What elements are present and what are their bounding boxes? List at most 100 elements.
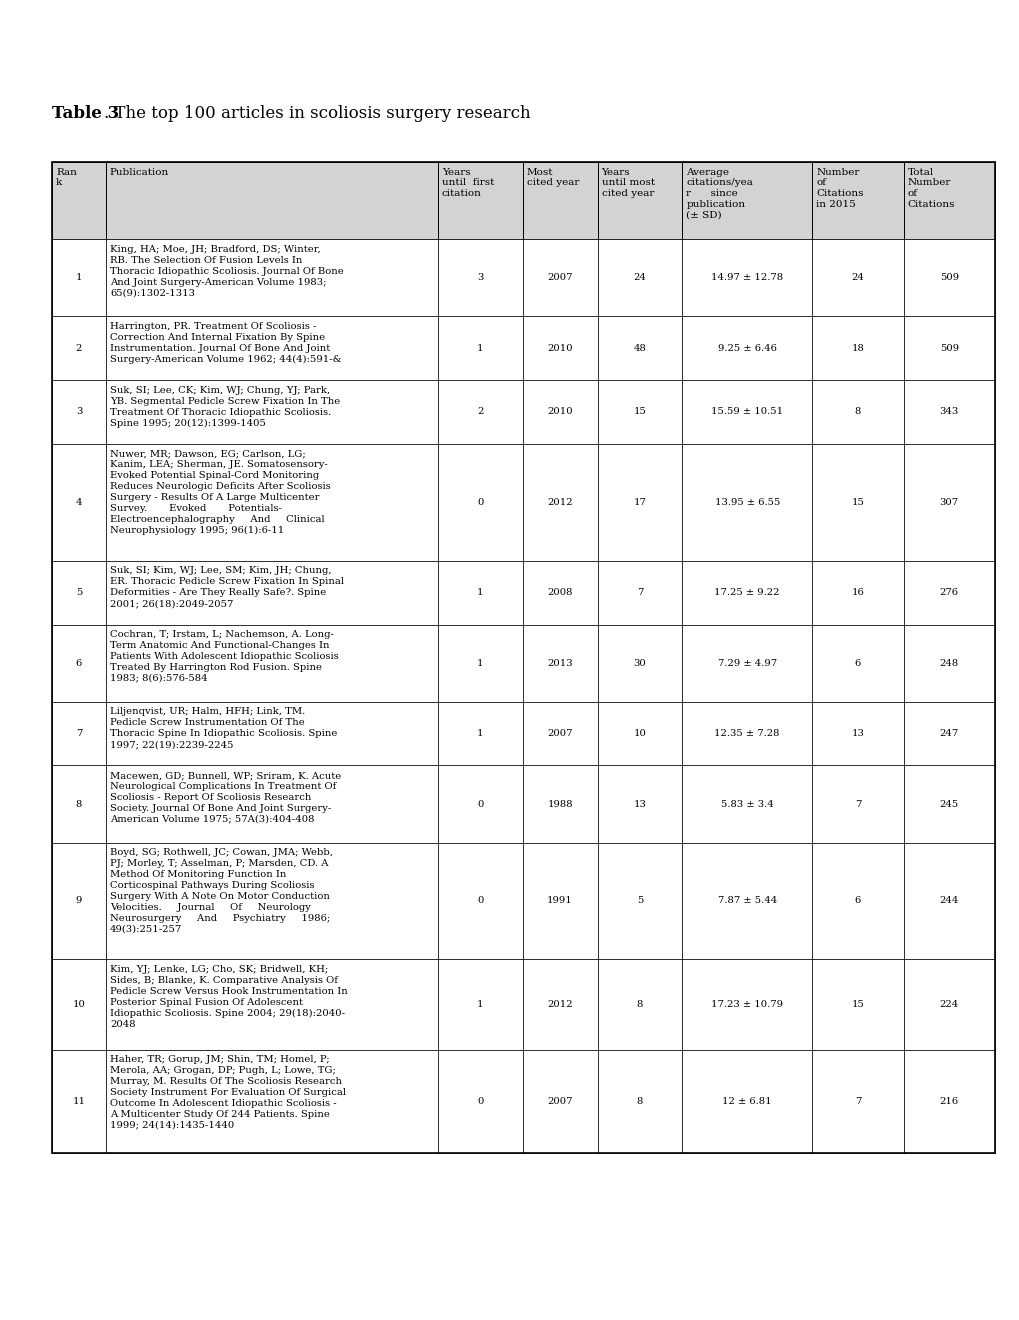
Text: 5.83 ± 3.4: 5.83 ± 3.4: [720, 800, 772, 809]
Text: 3: 3: [75, 408, 83, 417]
Bar: [437, 380, 522, 444]
Text: 307: 307: [938, 498, 958, 507]
Text: 18: 18: [851, 343, 863, 352]
Text: Cochran, T; Irstam, L; Nachemson, A. Long-
Term Anatomic And Functional-Changes : Cochran, T; Irstam, L; Nachemson, A. Lon…: [110, 630, 338, 682]
Bar: [522, 444, 597, 561]
Bar: [106, 842, 437, 960]
Text: Years
until  first
citation: Years until first citation: [441, 168, 494, 198]
Bar: [811, 702, 903, 766]
Text: 15: 15: [851, 999, 863, 1008]
Bar: [522, 162, 597, 239]
Bar: [522, 561, 597, 624]
Bar: [52, 162, 994, 1152]
Text: 10: 10: [72, 999, 86, 1008]
Text: 9: 9: [75, 896, 83, 906]
Text: 8: 8: [636, 1097, 643, 1106]
Bar: [597, 444, 682, 561]
Bar: [437, 766, 522, 842]
Bar: [437, 561, 522, 624]
Text: 509: 509: [938, 343, 958, 352]
Text: 7: 7: [75, 729, 83, 738]
Text: 6: 6: [75, 659, 82, 668]
Text: 1: 1: [75, 273, 83, 282]
Text: . The top 100 articles in scoliosis surgery research: . The top 100 articles in scoliosis surg…: [104, 106, 530, 121]
Text: 24: 24: [851, 273, 863, 282]
Text: 276: 276: [938, 587, 958, 597]
Bar: [903, 561, 994, 624]
Bar: [903, 766, 994, 842]
Text: 245: 245: [938, 800, 958, 809]
Bar: [522, 960, 597, 1049]
Text: 10: 10: [633, 729, 646, 738]
Bar: [437, 239, 522, 317]
Text: 14.97 ± 12.78: 14.97 ± 12.78: [710, 273, 783, 282]
Text: 9.25 ± 6.46: 9.25 ± 6.46: [717, 343, 775, 352]
Bar: [52, 561, 106, 624]
Text: 248: 248: [938, 659, 958, 668]
Text: Suk, SI; Kim, WJ; Lee, SM; Kim, JH; Chung,
ER. Thoracic Pedicle Screw Fixation I: Suk, SI; Kim, WJ; Lee, SM; Kim, JH; Chun…: [110, 566, 343, 609]
Text: 2007: 2007: [547, 729, 573, 738]
Text: 1991: 1991: [546, 896, 573, 906]
Bar: [597, 561, 682, 624]
Text: 12.35 ± 7.28: 12.35 ± 7.28: [713, 729, 780, 738]
Text: 224: 224: [938, 999, 958, 1008]
Text: 15: 15: [633, 408, 646, 417]
Text: Average
citations/yea
r      since
publication
(± SD): Average citations/yea r since publicatio…: [686, 168, 752, 219]
Bar: [811, 842, 903, 960]
Bar: [597, 239, 682, 317]
Bar: [597, 624, 682, 702]
Bar: [52, 624, 106, 702]
Bar: [597, 1049, 682, 1152]
Bar: [811, 561, 903, 624]
Text: 216: 216: [938, 1097, 958, 1106]
Text: King, HA; Moe, JH; Bradford, DS; Winter,
RB. The Selection Of Fusion Levels In
T: King, HA; Moe, JH; Bradford, DS; Winter,…: [110, 244, 343, 297]
Text: Haher, TR; Gorup, JM; Shin, TM; Homel, P;
Merola, AA; Grogan, DP; Pugh, L; Lowe,: Haher, TR; Gorup, JM; Shin, TM; Homel, P…: [110, 1055, 345, 1130]
Text: Boyd, SG; Rothwell, JC; Cowan, JMA; Webb,
PJ; Morley, T; Asselman, P; Marsden, C: Boyd, SG; Rothwell, JC; Cowan, JMA; Webb…: [110, 849, 332, 933]
Bar: [903, 624, 994, 702]
Bar: [903, 702, 994, 766]
Text: Number
of
Citations
in 2015: Number of Citations in 2015: [815, 168, 863, 209]
Bar: [682, 842, 811, 960]
Bar: [106, 162, 437, 239]
Bar: [106, 624, 437, 702]
Bar: [522, 624, 597, 702]
Bar: [903, 239, 994, 317]
Bar: [682, 766, 811, 842]
Text: 24: 24: [633, 273, 646, 282]
Text: Harrington, PR. Treatment Of Scoliosis -
Correction And Internal Fixation By Spi: Harrington, PR. Treatment Of Scoliosis -…: [110, 322, 341, 364]
Text: 509: 509: [938, 273, 958, 282]
Bar: [811, 239, 903, 317]
Bar: [522, 766, 597, 842]
Bar: [597, 702, 682, 766]
Text: 5: 5: [636, 896, 643, 906]
Text: 1: 1: [477, 659, 483, 668]
Text: Suk, SI; Lee, CK; Kim, WJ; Chung, YJ; Park,
YB. Segmental Pedicle Screw Fixation: Suk, SI; Lee, CK; Kim, WJ; Chung, YJ; Pa…: [110, 385, 339, 428]
Bar: [682, 702, 811, 766]
Bar: [597, 162, 682, 239]
Bar: [106, 960, 437, 1049]
Bar: [682, 317, 811, 380]
Bar: [903, 1049, 994, 1152]
Text: 15.59 ± 10.51: 15.59 ± 10.51: [710, 408, 783, 417]
Text: 1: 1: [477, 729, 483, 738]
Text: 5: 5: [75, 587, 83, 597]
Bar: [52, 960, 106, 1049]
Text: 244: 244: [938, 896, 958, 906]
Bar: [903, 317, 994, 380]
Bar: [437, 842, 522, 960]
Bar: [597, 317, 682, 380]
Text: 1: 1: [477, 999, 483, 1008]
Text: 2007: 2007: [547, 273, 573, 282]
Text: 17.23 ± 10.79: 17.23 ± 10.79: [710, 999, 783, 1008]
Bar: [522, 1049, 597, 1152]
Bar: [811, 317, 903, 380]
Text: 16: 16: [851, 587, 863, 597]
Text: 2: 2: [75, 343, 83, 352]
Bar: [52, 702, 106, 766]
Bar: [682, 239, 811, 317]
Text: 0: 0: [477, 498, 483, 507]
Text: Most
cited year: Most cited year: [526, 168, 579, 187]
Bar: [597, 842, 682, 960]
Bar: [811, 162, 903, 239]
Bar: [903, 960, 994, 1049]
